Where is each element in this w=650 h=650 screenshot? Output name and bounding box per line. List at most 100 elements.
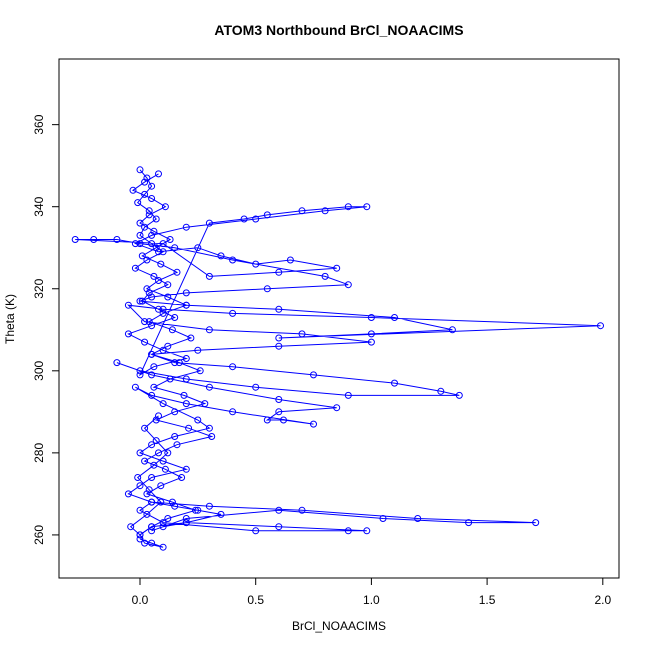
x-tick-label: 0.0 (132, 593, 149, 607)
data-point (367, 338, 375, 346)
data-point (143, 490, 151, 498)
data-point (134, 474, 142, 481)
y-tick-label: 260 (32, 525, 46, 545)
data-point (152, 244, 160, 252)
data-point (310, 371, 317, 379)
data-point (275, 506, 283, 514)
data-point (175, 359, 183, 367)
data-point (333, 264, 341, 272)
data-point (157, 482, 165, 490)
data-point (196, 367, 204, 375)
x-tick-label: 1.0 (363, 593, 380, 607)
data-point (161, 465, 169, 473)
data-point (145, 486, 153, 494)
y-tick-label: 300 (32, 360, 46, 380)
data-point (194, 416, 202, 424)
x-tick-label: 1.5 (479, 593, 496, 607)
data-point (141, 424, 149, 432)
data-point (127, 523, 135, 531)
data-point (148, 539, 156, 547)
data-point (141, 318, 149, 326)
data-point (150, 461, 158, 469)
data-point (136, 219, 144, 227)
data-point (148, 240, 156, 248)
data-point (136, 166, 144, 174)
series-layer (71, 166, 604, 551)
x-tick-label: 2.0 (594, 593, 611, 607)
data-point (161, 203, 169, 211)
data-point (136, 297, 144, 305)
data-point (171, 244, 179, 252)
data-point (143, 256, 151, 264)
data-point (148, 182, 156, 190)
data-point (367, 330, 375, 338)
data-point (159, 543, 167, 551)
data-point (138, 252, 146, 260)
data-point (148, 527, 156, 535)
data-point (182, 400, 190, 408)
series-line (129, 173, 214, 536)
data-point (164, 449, 172, 457)
x-axis: 0.0 0.5 1.0 1.5 2.0 (132, 577, 611, 607)
data-point (143, 285, 151, 293)
data-point (280, 416, 287, 424)
data-point (129, 186, 137, 194)
data-point (71, 236, 79, 243)
data-point (131, 264, 139, 272)
data-point (532, 519, 540, 527)
data-point (159, 248, 167, 256)
data-point (275, 305, 283, 313)
data-point (168, 326, 176, 334)
data-point (229, 408, 237, 416)
data-point (148, 523, 156, 531)
data-point (136, 482, 144, 490)
data-point (275, 523, 283, 531)
data-point (113, 236, 121, 243)
data-point (141, 539, 149, 547)
data-point (187, 334, 195, 342)
data-point (180, 391, 188, 399)
data-point (166, 375, 174, 383)
data-point (391, 379, 398, 387)
x-tick-label: 0.5 (247, 593, 264, 607)
data-point (229, 256, 237, 264)
data-point (155, 449, 162, 457)
data-point (465, 519, 473, 527)
data-point (321, 272, 329, 280)
data-point (194, 244, 202, 252)
data-point (141, 338, 149, 346)
data-point (298, 330, 306, 338)
data-point (159, 523, 167, 531)
data-point (252, 260, 260, 268)
data-point (168, 498, 176, 506)
data-point (178, 474, 186, 481)
data-point (414, 515, 422, 522)
data-point (155, 277, 162, 284)
data-point (141, 178, 149, 186)
chart-title: ATOM3 Northbound BrCl_NOAACIMS (214, 22, 463, 38)
data-point (148, 293, 156, 301)
data-point (263, 416, 271, 424)
data-point (182, 519, 190, 527)
data-point (333, 404, 341, 412)
data-point (367, 314, 375, 321)
data-point (152, 215, 160, 223)
y-axis: 260 280 300 320 340 360 (32, 114, 60, 545)
data-point (182, 465, 190, 473)
data-point (124, 301, 132, 309)
data-point (171, 433, 179, 440)
data-point (298, 207, 306, 215)
data-point (171, 314, 179, 321)
data-point (252, 527, 260, 535)
data-point (455, 391, 463, 399)
data-point (229, 309, 237, 317)
data-point (275, 408, 283, 416)
data-point (131, 240, 139, 248)
data-point (150, 272, 158, 280)
data-point (205, 219, 213, 227)
data-point (344, 203, 352, 211)
series-line (75, 169, 601, 548)
data-point (275, 334, 283, 342)
data-point (298, 506, 306, 514)
